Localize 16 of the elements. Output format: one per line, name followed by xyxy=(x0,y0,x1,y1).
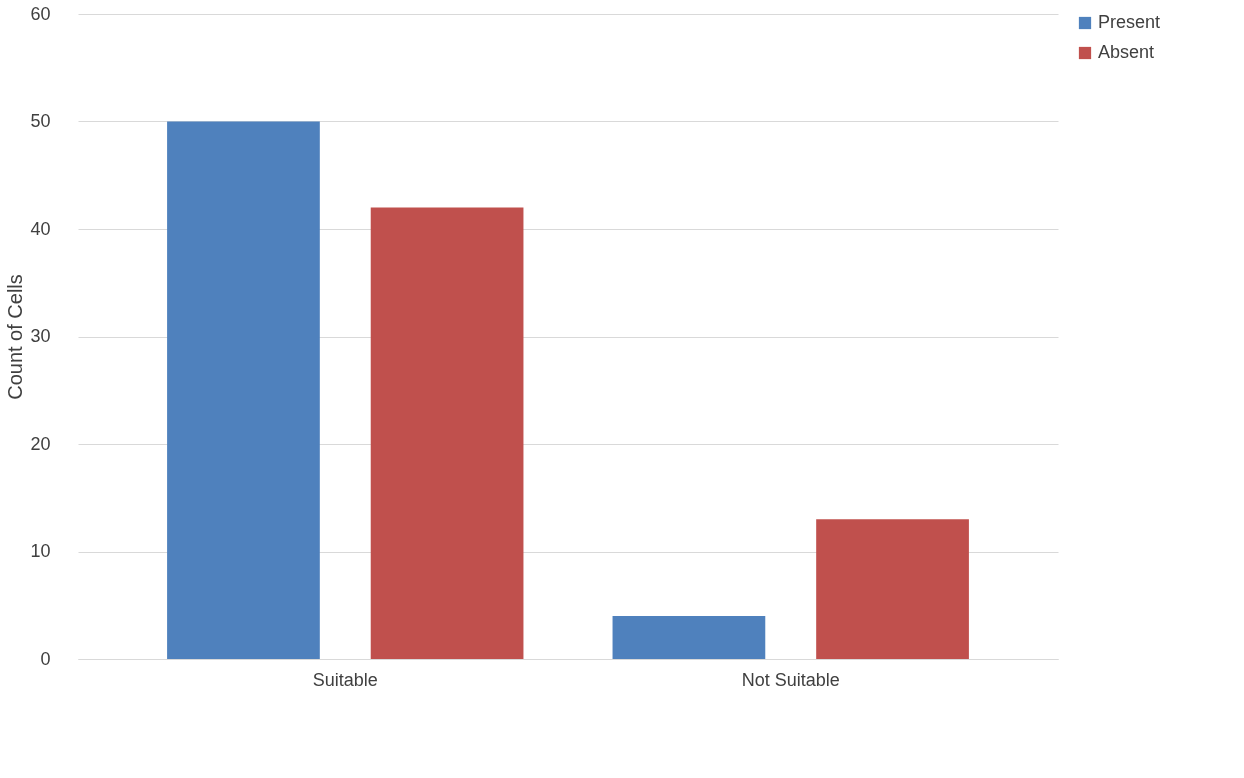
y-tick-label: 0 xyxy=(40,648,51,669)
x-tick-label: Not Suitable xyxy=(741,669,840,690)
bar xyxy=(370,207,524,659)
y-tick-label: 10 xyxy=(30,541,51,561)
y-tick-label: 20 xyxy=(30,433,51,454)
bar xyxy=(612,616,766,659)
legend-label: Present xyxy=(1098,12,1161,32)
legend-label: Absent xyxy=(1098,42,1155,62)
y-tick-label: 40 xyxy=(30,218,51,239)
y-tick-label: 50 xyxy=(30,111,51,131)
y-tick-label: 30 xyxy=(30,326,51,346)
x-tick-label: Suitable xyxy=(312,669,378,690)
bar xyxy=(167,121,320,659)
y-tick-label: 60 xyxy=(30,3,51,24)
bar xyxy=(816,519,969,659)
y-axis-title: Count of Cells xyxy=(4,274,27,400)
